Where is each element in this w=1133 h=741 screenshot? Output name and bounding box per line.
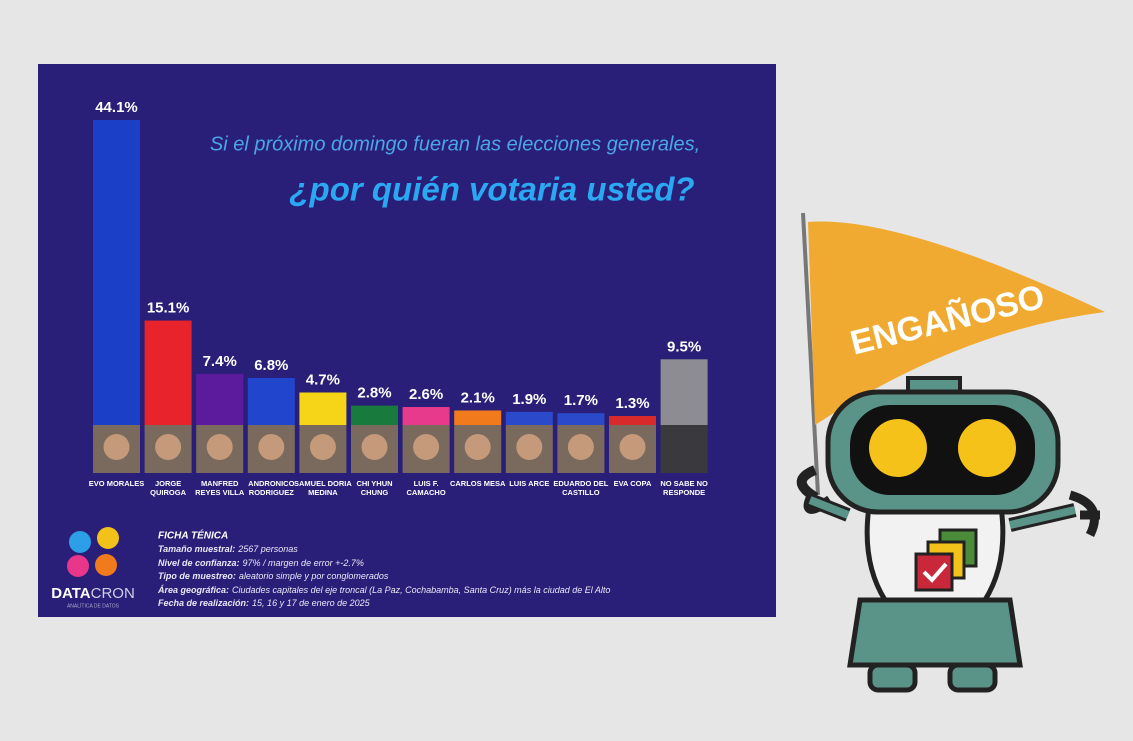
ficha-item: Tamaño muestral: 2567 personas xyxy=(158,544,298,554)
category-label: CHI YHUN CHUNG xyxy=(356,479,393,497)
photo-face xyxy=(671,434,698,460)
photo-face xyxy=(309,434,336,460)
value-label: 15.1% xyxy=(147,300,190,317)
ficha-label: Tipo de muestreo: xyxy=(158,571,236,581)
ficha-value: 2567 personas xyxy=(238,544,298,554)
logo-dot xyxy=(69,531,91,553)
ficha-label: Tamaño muestral: xyxy=(158,544,236,554)
ficha-label: Nivel de confianza: xyxy=(158,557,240,568)
ficha-value: 97% / margen de error +-2.7% xyxy=(242,557,364,568)
logo-tagline: ANALÍTICA DE DATOS xyxy=(67,602,120,609)
bar xyxy=(505,411,553,425)
flag-pole xyxy=(801,212,820,496)
ficha-label: Fecha de realización: xyxy=(158,598,250,608)
value-label: 44.1% xyxy=(95,99,138,116)
robot-hand xyxy=(1068,490,1100,538)
photo-face xyxy=(103,434,130,460)
ficha-value: Ciudades capitales del eje troncal (La P… xyxy=(232,584,611,595)
bar xyxy=(402,407,450,425)
logo-b: CRON xyxy=(91,585,135,602)
bar xyxy=(247,377,295,425)
bar xyxy=(351,405,398,425)
bar xyxy=(299,392,347,425)
photo-face xyxy=(516,434,543,460)
bar xyxy=(660,359,708,425)
logo-dot xyxy=(67,555,89,577)
robot-skirt xyxy=(847,597,1023,668)
value-label: 1.3% xyxy=(615,395,649,412)
category-label: EVO MORALES xyxy=(88,479,145,488)
photo-face xyxy=(464,434,491,460)
logo-dot xyxy=(97,527,119,549)
ficha-item: Tipo de muestreo: aleatorio simple y por … xyxy=(158,571,388,581)
photo-face xyxy=(258,434,285,460)
category-label: LUIS ARCE xyxy=(509,479,550,488)
category-label: EDUARDO DEL CASTILLO xyxy=(553,479,609,497)
category-label: CARLOS MESA xyxy=(449,479,506,488)
robot-foot xyxy=(947,662,998,693)
ficha-value: 15, 16 y 17 de enero de 2025 xyxy=(252,598,370,608)
logo-name: DATACRON xyxy=(51,585,135,602)
category-label: LUIS F. CAMACHO xyxy=(406,479,446,497)
robot-eye xyxy=(958,419,1016,477)
value-label: 2.6% xyxy=(409,386,443,403)
robot-foot xyxy=(867,662,918,693)
bar xyxy=(557,413,605,425)
bar xyxy=(196,373,244,425)
category-label: MANFRED REYES VILLA xyxy=(195,479,245,497)
ficha-item: Fecha de realización: 15, 16 y 17 de ener… xyxy=(158,598,370,608)
photo-face xyxy=(567,434,594,460)
value-label: 1.7% xyxy=(564,392,598,409)
category-label: SAMUEL DORIA MEDINA xyxy=(294,479,352,497)
ficha-item: Nivel de confianza: 97% / margen de error… xyxy=(158,558,364,568)
photo-face xyxy=(361,434,388,460)
ficha-title: FICHA TÉNICA xyxy=(158,529,228,542)
value-label: 6.8% xyxy=(254,357,288,374)
icon-square xyxy=(914,552,954,592)
photo-face xyxy=(413,434,440,460)
bar xyxy=(93,120,140,425)
ficha-value: aleatorio simple y por conglomerados xyxy=(238,571,389,581)
bar xyxy=(609,416,656,425)
bar xyxy=(144,320,192,425)
value-label: 2.1% xyxy=(461,389,495,406)
value-label: 4.7% xyxy=(306,371,340,388)
category-label: JORGE QUIROGA xyxy=(150,479,187,497)
ficha-label: Área geográfica: xyxy=(158,584,230,595)
category-label: ANDRONICO RODRIGUEZ xyxy=(248,479,295,497)
value-label: 7.4% xyxy=(203,353,237,370)
photo-face xyxy=(619,434,646,460)
logo-a: DATA xyxy=(51,585,91,602)
chart-subtitle: ¿por quién votaria usted? xyxy=(289,171,694,208)
robot-eye xyxy=(869,419,927,477)
flag xyxy=(808,221,1105,425)
value-label: 1.9% xyxy=(512,391,546,408)
robot-arm xyxy=(1009,506,1076,529)
bar xyxy=(454,410,502,425)
check xyxy=(922,562,948,583)
chart-title: Si el próximo domingo fueran las eleccio… xyxy=(210,133,700,155)
robot-arm xyxy=(808,496,850,519)
category-label: NO SABE NO RESPONDE xyxy=(660,479,708,497)
photo-face xyxy=(206,434,233,460)
value-label: 9.5% xyxy=(667,338,701,355)
ficha-item: Área geográfica: Ciudades capitales del e… xyxy=(158,585,610,595)
logo-dot xyxy=(95,554,117,576)
category-label: EVA COPA xyxy=(613,479,652,488)
value-label: 2.8% xyxy=(357,385,391,402)
photo-face xyxy=(155,434,182,460)
